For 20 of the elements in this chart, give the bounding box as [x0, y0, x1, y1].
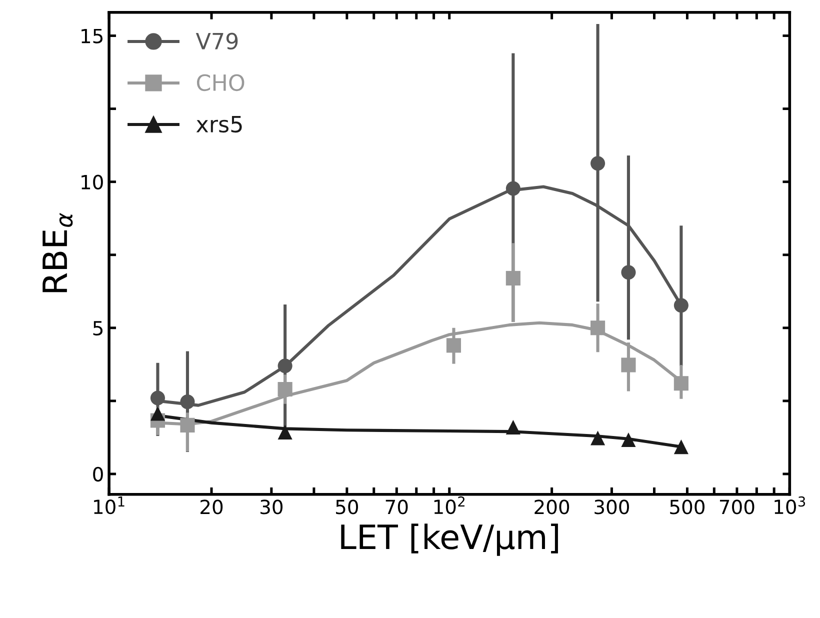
y-tick-label: 0 — [93, 466, 103, 482]
y-tick-label: 15 — [82, 28, 102, 44]
x-tick-label: 10$^{3}$ — [774, 496, 806, 514]
x-tick-label: 30 — [260, 500, 283, 514]
x-tick-label: 50 — [336, 500, 358, 514]
y-tick-label: 10 — [82, 174, 103, 190]
legend-label: xrs5 — [196, 116, 242, 133]
y-axis-title: RBE$_{α}$ — [42, 212, 73, 292]
y-tick-label: 5 — [93, 321, 102, 336]
x-tick-label: 200 — [534, 500, 570, 514]
x-tick-label: 20 — [200, 500, 223, 514]
x-tick-label: 70 — [386, 500, 408, 514]
x-tick-label: 10$^{1}$ — [94, 496, 124, 514]
x-axis-title: LET [keV/μm] — [341, 524, 558, 556]
x-tick-label: 500 — [670, 500, 704, 514]
legend-label: V79 — [196, 32, 238, 50]
x-tick-label: 10$^{2}$ — [434, 496, 464, 514]
x-tick-label: 700 — [720, 500, 754, 514]
x-tick-label: 300 — [594, 500, 629, 514]
legend-label: CHO — [196, 74, 244, 92]
